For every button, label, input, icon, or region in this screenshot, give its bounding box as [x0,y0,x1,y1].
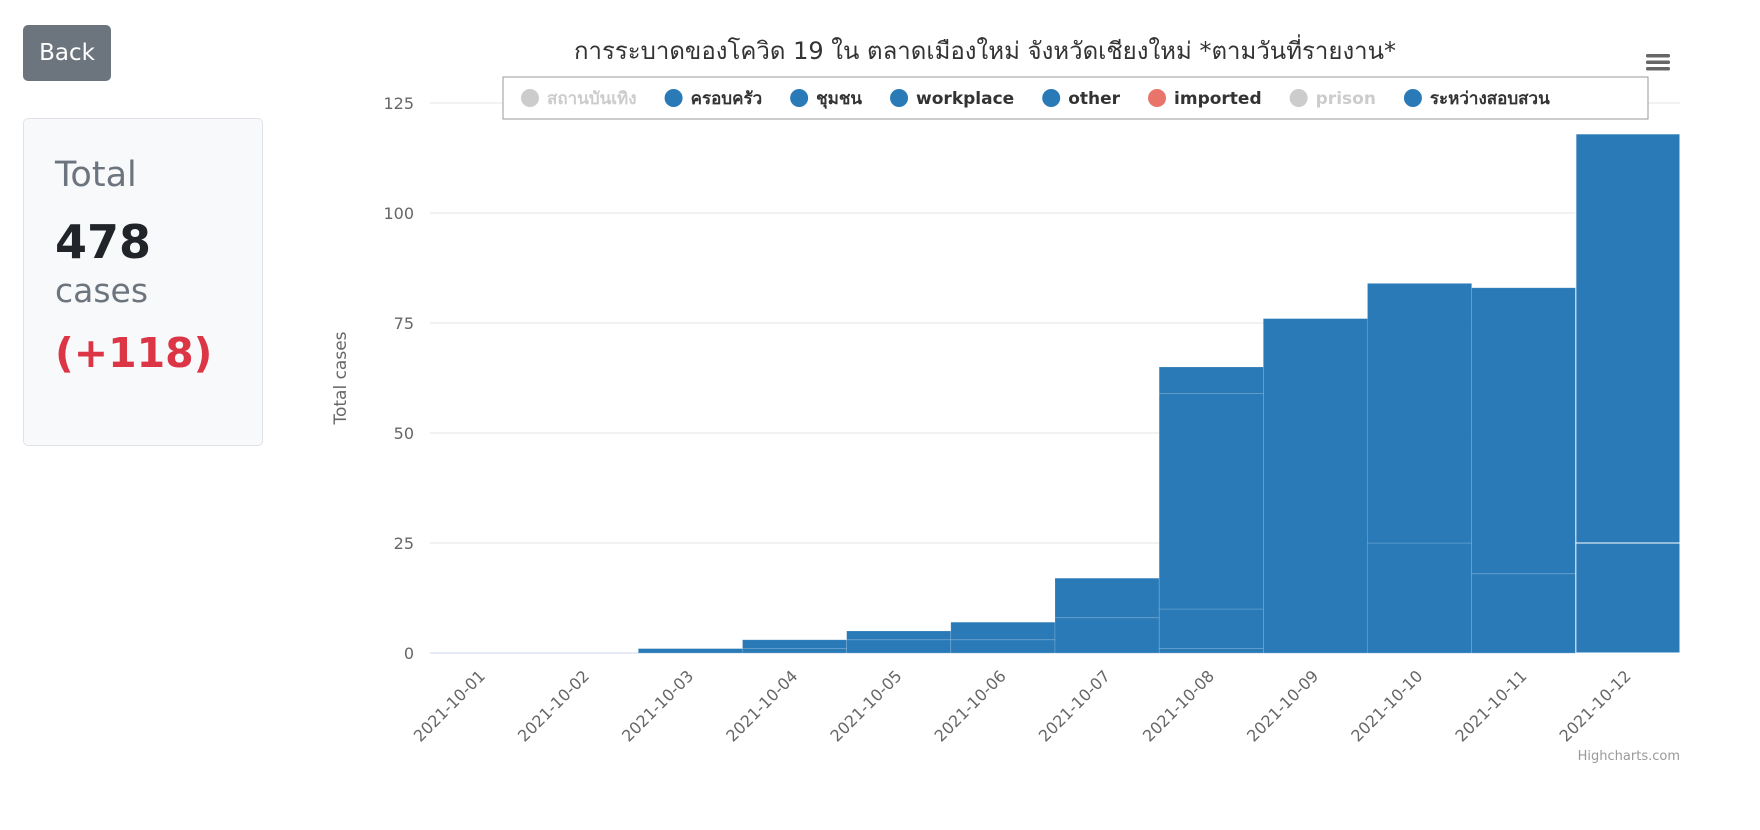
x-tick-label: 2021-10-12 [1556,666,1635,745]
legend-label: ครอบครัว [691,89,763,109]
legend-marker [664,89,683,107]
legend-marker [1042,89,1061,107]
legend-marker [1403,89,1422,107]
credits-link[interactable]: Highcharts.com [1578,749,1680,764]
legend-label: ชุมชน [816,89,862,109]
x-tick-label: 2021-10-11 [1451,666,1530,745]
bar-segment[interactable] [1054,617,1160,654]
bar-segment[interactable] [742,639,847,649]
legend-label: สถานบันเทิง [547,89,637,109]
x-tick-label: 2021-10-09 [1243,666,1322,745]
legend-item[interactable]: prison [1289,89,1376,109]
bar-segment[interactable] [1367,283,1472,544]
bar-segment[interactable] [950,639,1056,654]
legend-label: workplace [916,89,1014,109]
y-tick-label: 100 [383,204,414,223]
legend-item[interactable]: ชุมชน [790,89,862,109]
bar-segment[interactable] [1471,573,1577,654]
y-axis-title: Total cases [331,331,351,425]
legend-marker [1289,89,1308,107]
legend-item[interactable]: imported [1148,89,1262,109]
bar-segment[interactable] [846,639,952,654]
total-delta: (+118) [55,329,213,377]
bar-segment[interactable] [1054,577,1160,619]
x-tick-label: 2021-10-02 [514,666,593,745]
legend-label: imported [1174,89,1262,109]
y-tick-label: 25 [394,534,414,553]
chart-title: การระบาดของโควิด 19 ใน ตลาดเมืองใหม่ จัง… [574,34,1396,65]
x-axis: 2021-10-01 2021-10-02 2021-10-03 2021-10-04… [410,666,1635,745]
bar-segment[interactable] [1158,393,1264,610]
bar-segment[interactable] [638,648,743,654]
chart-menu-icon[interactable] [1642,47,1672,77]
bar-segment[interactable] [1158,648,1264,654]
bar-segment[interactable] [1263,318,1368,654]
legend-marker [790,89,809,107]
chart-container: การระบาดของโควิด 19 ใน ตลาดเมืองใหม่ จัง… [320,20,1700,790]
back-button[interactable]: Back [23,25,111,81]
legend-box [502,76,1649,120]
legend: สถานบันเทิง ครอบครัว ชุมชน workplace other im… [502,76,1649,120]
legend-item[interactable]: other [1042,89,1121,109]
legend-item[interactable]: ระหว่างสอบสวน [1403,89,1550,109]
total-cases-card: Total 478 cases (+118) [23,118,263,446]
bar-segment[interactable] [1158,608,1264,649]
legend-item[interactable]: สถานบันเทิง [521,89,637,109]
legend-marker [1148,89,1167,107]
x-tick-label: 2021-10-04 [722,666,801,745]
legend-marker [890,89,909,107]
cases-chart: การระบาดของโควิด 19 ใน ตลาดเมืองใหม่ จัง… [331,34,1681,764]
y-tick-label: 75 [394,314,414,333]
total-value: 478 [55,215,152,269]
bar-segment[interactable] [1158,366,1264,394]
legend-marker [521,89,539,107]
legend-item[interactable]: ครอบครัว [664,89,763,109]
y-tick-label: 50 [394,424,414,443]
bar-segment[interactable] [1575,542,1681,654]
y-tick-label: 0 [404,644,414,663]
bar-segment[interactable] [742,648,847,654]
x-tick-label: 2021-10-08 [1139,666,1218,745]
x-tick-label: 2021-10-06 [931,666,1010,745]
x-tick-label: 2021-10-10 [1347,666,1426,745]
total-unit: cases [55,271,149,310]
x-tick-label: 2021-10-03 [618,666,697,745]
bars [638,133,1681,654]
bar-segment[interactable] [1471,287,1577,575]
total-label: Total [55,155,137,195]
legend-label: prison [1316,89,1376,109]
y-tick-label: 125 [383,94,414,113]
x-tick-label: 2021-10-01 [410,666,489,745]
bar-segment[interactable] [1367,542,1472,654]
bar-segment[interactable] [846,630,952,641]
bar-segment[interactable] [1575,133,1681,544]
legend-label: other [1068,89,1120,109]
x-tick-label: 2021-10-07 [1035,666,1114,745]
x-tick-label: 2021-10-05 [826,666,905,745]
legend-label: ระหว่างสอบสวน [1430,89,1550,109]
legend-item[interactable]: workplace [890,89,1014,109]
bar-segment[interactable] [950,621,1056,641]
